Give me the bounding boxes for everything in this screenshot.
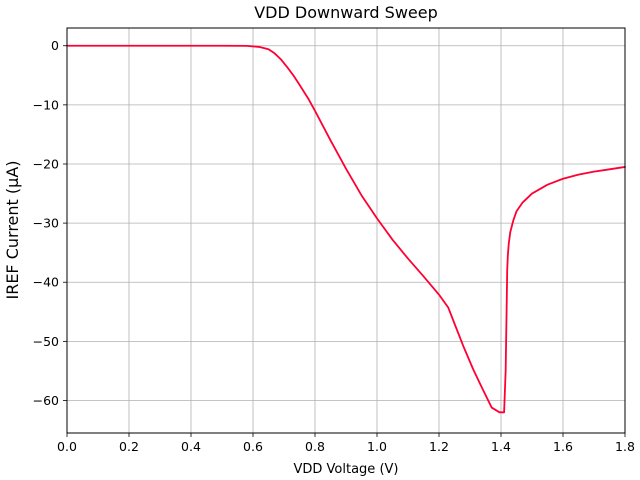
- y-axis-label: IREF Current (µA): [3, 160, 22, 299]
- x-tick-label: 0.8: [305, 439, 325, 454]
- series-layer: [66, 44, 626, 414]
- x-axis-label: VDD Voltage (V): [294, 462, 399, 477]
- chart-title: VDD Downward Sweep: [254, 3, 438, 22]
- x-tick-label: 1.8: [615, 439, 635, 454]
- x-axis: 0.0 0.2 0.4 0.6 0.8 1.0 1.2 1.4 1.6 1.8: [57, 433, 635, 454]
- y-tick-label: −60: [33, 393, 59, 408]
- y-axis: 0 −10 −20 −30 −40 −50 −60: [33, 38, 67, 408]
- y-tick-label: −50: [33, 334, 59, 349]
- x-tick-label: 0.4: [181, 439, 201, 454]
- y-tick-label: −30: [33, 216, 59, 231]
- x-tick-label: 1.2: [429, 439, 449, 454]
- y-tick-label: 0: [51, 38, 59, 53]
- y-tick-label: −20: [33, 156, 59, 171]
- x-tick-label: 0.0: [57, 439, 77, 454]
- x-tick-label: 0.2: [119, 439, 139, 454]
- y-tick-label: −10: [33, 97, 59, 112]
- y-tick-label: −40: [33, 275, 59, 290]
- plot-frame: [66, 27, 626, 434]
- x-tick-label: 0.6: [243, 439, 263, 454]
- x-tick-label: 1.4: [491, 439, 511, 454]
- x-tick-label: 1.0: [367, 439, 387, 454]
- series-line: [66, 44, 626, 414]
- x-tick-label: 1.6: [553, 439, 573, 454]
